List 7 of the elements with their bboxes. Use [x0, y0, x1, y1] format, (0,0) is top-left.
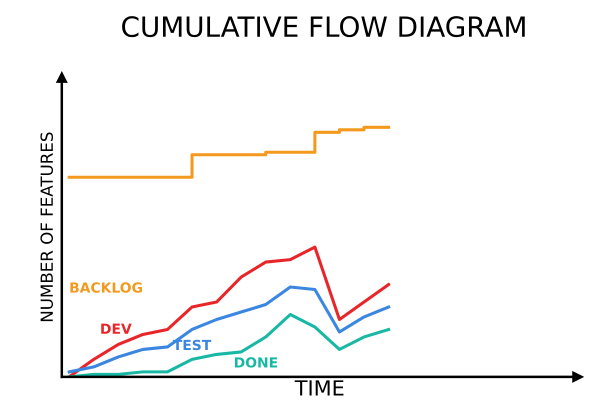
series-label: TEST [172, 340, 212, 350]
series-label: DEV [101, 324, 132, 334]
chart-title: CUMULATIVE FLOW DIAGRAM [122, 16, 525, 38]
text: BACKLOG [70, 282, 142, 293]
y-axis-title: NUMBER OF FEATURES [40, 132, 54, 322]
x-axis-title: TIME [294, 380, 344, 396]
series-label: DONE [234, 357, 278, 368]
